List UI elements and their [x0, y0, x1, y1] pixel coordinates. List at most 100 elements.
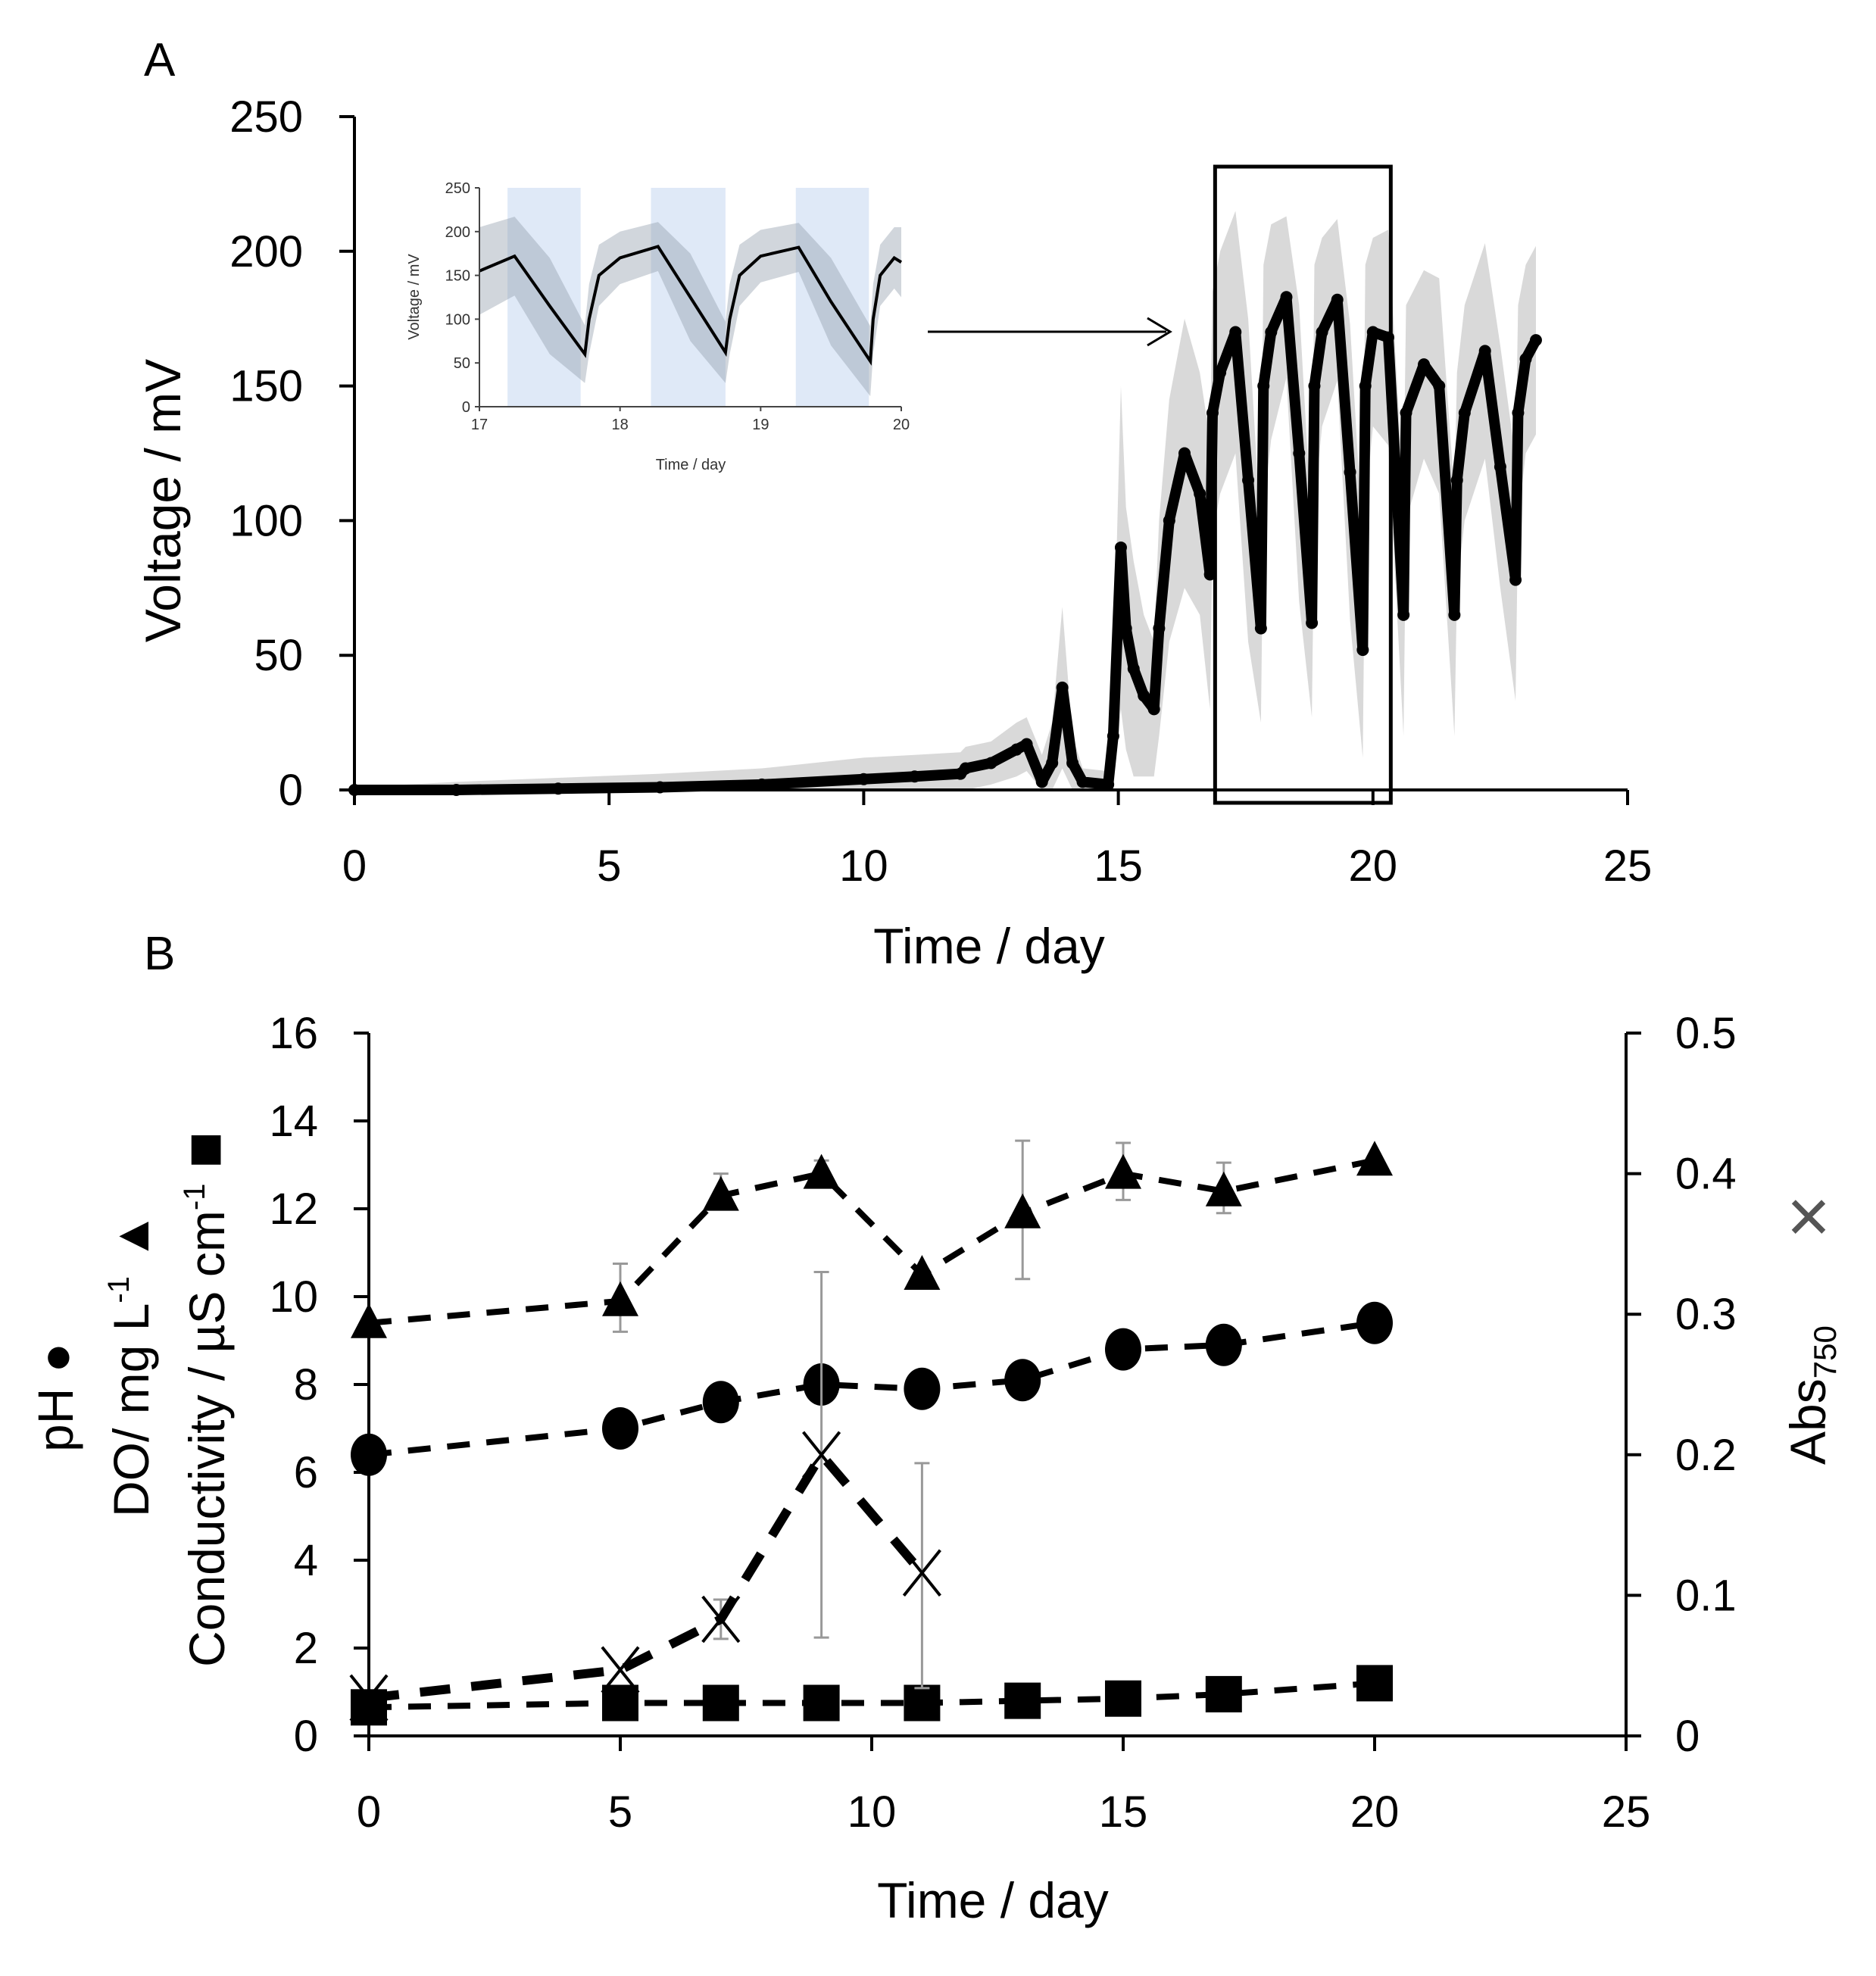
do-point	[803, 1153, 840, 1189]
voltage-point	[1102, 778, 1115, 791]
voltage-point	[1265, 326, 1278, 339]
b-y-title-conductivity: Conductivity / µS cm-1■	[170, 1132, 237, 1667]
voltage-point	[1056, 681, 1069, 694]
a-x-tick-label: 25	[1603, 841, 1653, 891]
inset-y-tick-label: 100	[445, 311, 470, 328]
b-left-y-tick-label: 2	[294, 1624, 318, 1673]
voltage-point	[1448, 608, 1461, 621]
voltage-point	[1254, 622, 1267, 635]
b-left-y-tick-label: 4	[294, 1536, 318, 1585]
abs750-point	[902, 1549, 941, 1597]
inset-y-tick-label: 50	[454, 355, 470, 372]
a-x-axis-title: Time / day	[873, 918, 1105, 974]
voltage-point	[1138, 689, 1150, 702]
dark-period-shade	[651, 188, 726, 407]
b-x-tick-label: 20	[1350, 1787, 1400, 1837]
conductivity-point	[602, 1684, 638, 1722]
voltage-point	[1107, 729, 1119, 742]
b-right-y-tick-label: 0.2	[1675, 1431, 1737, 1480]
voltage-point	[1119, 622, 1132, 635]
voltage-point	[1257, 379, 1270, 392]
b-x-tick-label: 15	[1099, 1787, 1148, 1837]
ph-point	[904, 1367, 941, 1410]
voltage-point	[1512, 407, 1525, 420]
voltage-point	[1397, 608, 1410, 621]
a-y-tick-label: 200	[229, 227, 303, 276]
inset-y-tick-label: 250	[445, 180, 470, 197]
voltage-point	[1127, 662, 1140, 675]
voltage-point	[857, 773, 870, 785]
ph-point	[602, 1407, 638, 1450]
ph-point	[351, 1433, 387, 1476]
b-x-tick-label: 25	[1602, 1787, 1651, 1837]
voltage-point	[959, 762, 972, 775]
do-point	[702, 1175, 739, 1211]
voltage-point	[1306, 617, 1319, 629]
b-y-title-ph: pH ●	[27, 1343, 83, 1452]
abs750-point	[349, 1674, 389, 1722]
x-symbol-icon: ×	[1787, 1174, 1831, 1259]
b-left-y-tick-label: 6	[294, 1448, 318, 1497]
b-x-tick-label: 0	[357, 1787, 381, 1837]
voltage-point	[908, 770, 921, 783]
voltage-point	[1203, 568, 1216, 581]
a-x-tick-label: 20	[1349, 841, 1398, 891]
conductivity-point	[1105, 1680, 1141, 1717]
conductivity-point	[1356, 1665, 1393, 1702]
voltage-point	[1478, 345, 1491, 357]
a-y-axis-title: Voltage / mV	[135, 359, 191, 642]
voltage-point	[1147, 703, 1160, 716]
voltage-point	[1076, 776, 1089, 788]
panel-label-b: B	[144, 928, 175, 980]
voltage-point	[1331, 293, 1344, 306]
panel-label-a: A	[144, 34, 176, 86]
voltage-point	[1433, 379, 1446, 392]
voltage-point	[1458, 407, 1471, 420]
a-y-tick-label: 0	[279, 766, 303, 815]
voltage-point	[1366, 326, 1379, 339]
voltage-point	[654, 781, 666, 794]
b-x-tick-label: 5	[608, 1787, 632, 1837]
voltage-point	[1450, 474, 1463, 487]
voltage-point	[1400, 407, 1412, 420]
inset-x-tick-label: 20	[893, 417, 910, 433]
b-left-y-tick-label: 16	[269, 1009, 318, 1058]
voltage-point	[1418, 358, 1431, 371]
triangle-symbol-icon: ▲	[103, 1212, 159, 1261]
voltage-point	[1356, 644, 1369, 657]
b-right-y-tick-label: 0.5	[1675, 1009, 1737, 1058]
b-y-title-right: Abs750	[1780, 1325, 1843, 1465]
abs750-point	[701, 1595, 741, 1644]
b-left-y-tick-label: 12	[269, 1185, 318, 1234]
ph-point	[1356, 1301, 1393, 1344]
voltage-point	[1242, 474, 1255, 487]
voltage-point	[1316, 326, 1328, 339]
ph-point	[1105, 1328, 1141, 1371]
abs750-point	[601, 1646, 640, 1694]
voltage-point	[1035, 776, 1048, 788]
voltage-point	[1229, 326, 1242, 339]
a-x-tick-label: 5	[597, 841, 621, 891]
square-symbol-icon: ■	[170, 1132, 237, 1168]
a-x-tick-label: 0	[342, 841, 367, 891]
voltage-point	[1529, 334, 1542, 347]
inset-x-tick-label: 18	[612, 417, 629, 433]
ph-point	[702, 1381, 739, 1424]
b-left-y-tick-label: 10	[269, 1272, 318, 1322]
highlight-box	[1213, 164, 1393, 805]
b-x-tick-label: 10	[847, 1787, 897, 1837]
conductivity-point	[1205, 1675, 1242, 1712]
voltage-point	[1214, 366, 1227, 379]
b-left-y-tick-label: 8	[294, 1360, 318, 1409]
inset-x-axis-title: Time / day	[656, 457, 726, 473]
inset-y-axis-title: Voltage / mV	[406, 254, 423, 340]
a-y-tick-label: 50	[254, 631, 303, 680]
do-point	[602, 1281, 638, 1316]
voltage-point	[1114, 541, 1127, 554]
do-point	[1004, 1193, 1041, 1228]
voltage-point	[755, 778, 768, 791]
ph-label: pH	[27, 1388, 83, 1452]
